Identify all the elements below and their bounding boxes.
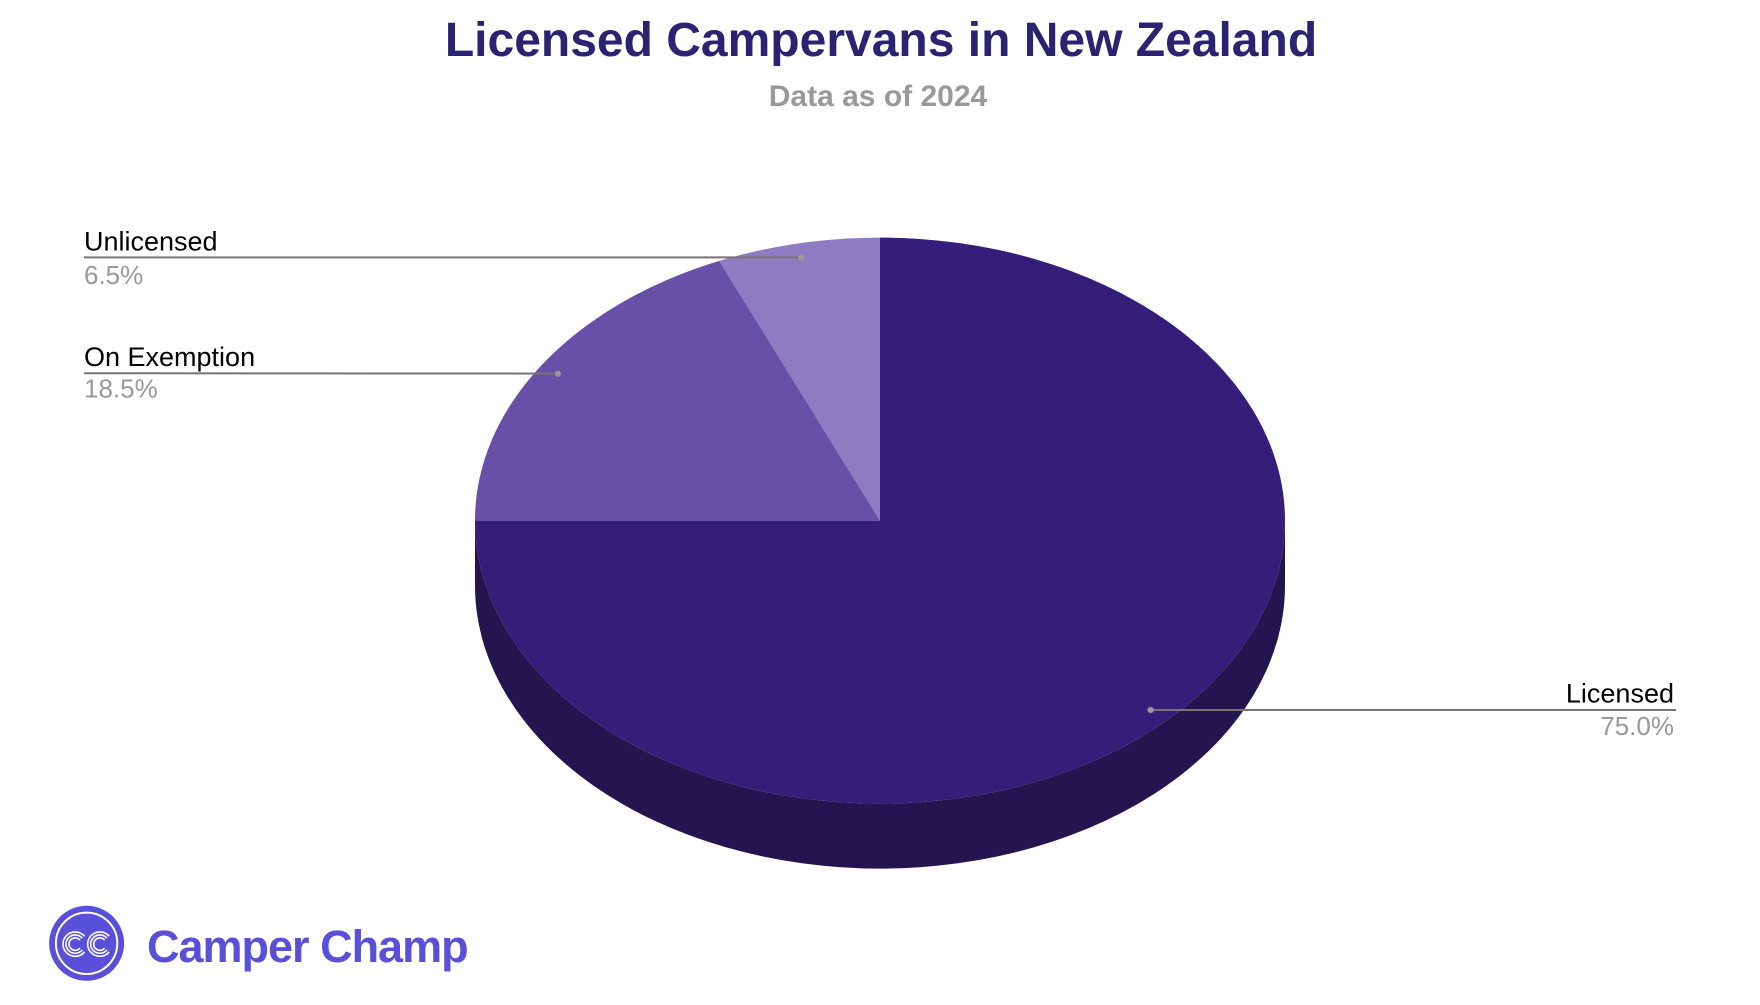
svg-text:75.0%: 75.0%: [1600, 711, 1674, 741]
svg-text:18.5%: 18.5%: [84, 373, 158, 403]
svg-text:Unlicensed: Unlicensed: [84, 227, 218, 257]
svg-text:Data as of 2024: Data as of 2024: [769, 80, 988, 113]
svg-text:Camper Champ: Camper Champ: [147, 921, 468, 972]
svg-text:On Exemption: On Exemption: [84, 342, 255, 372]
svg-text:Licensed Campervans in New Zea: Licensed Campervans in New Zealand: [445, 14, 1317, 67]
svg-text:6.5%: 6.5%: [84, 260, 143, 290]
svg-text:Licensed: Licensed: [1566, 679, 1674, 709]
